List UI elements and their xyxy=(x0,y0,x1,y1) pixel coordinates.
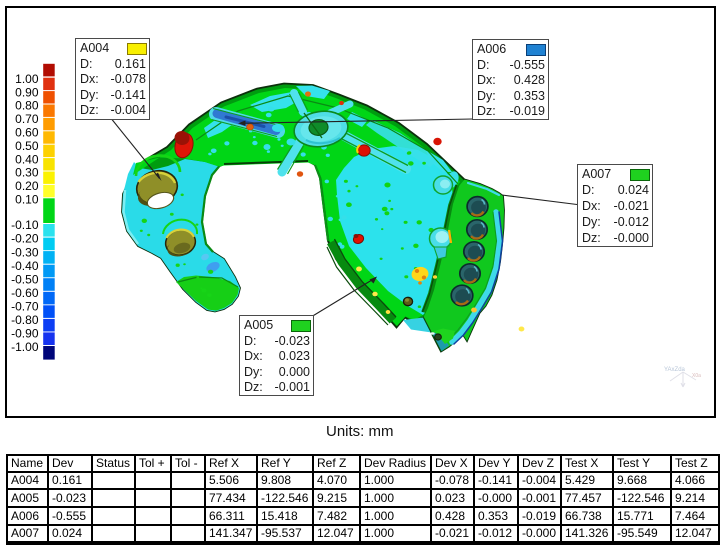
svg-text:0.50: 0.50 xyxy=(15,139,39,153)
svg-text:-0.30: -0.30 xyxy=(11,245,39,259)
svg-text:-0.10: -0.10 xyxy=(11,218,39,232)
svg-text:-0.50: -0.50 xyxy=(11,272,39,286)
svg-text:X0a: X0a xyxy=(692,373,701,379)
svg-text:-0.60: -0.60 xyxy=(11,286,39,300)
svg-text:0.40: 0.40 xyxy=(15,152,39,166)
svg-text:-0.90: -0.90 xyxy=(11,327,39,341)
svg-text:-0.40: -0.40 xyxy=(11,259,39,273)
svg-text:-0.80: -0.80 xyxy=(11,313,39,327)
svg-text:-0.70: -0.70 xyxy=(11,300,39,314)
svg-text:0.60: 0.60 xyxy=(15,126,39,140)
svg-text:0.70: 0.70 xyxy=(15,112,39,126)
svg-text:0.20: 0.20 xyxy=(15,179,39,193)
svg-text:0.80: 0.80 xyxy=(15,99,39,113)
svg-text:1.00: 1.00 xyxy=(15,72,39,86)
svg-text:0.90: 0.90 xyxy=(15,85,39,99)
svg-text:0.30: 0.30 xyxy=(15,166,39,180)
svg-text:-0.20: -0.20 xyxy=(11,232,39,246)
svg-text:YAxZda: YAxZda xyxy=(664,367,686,373)
svg-text:0.10: 0.10 xyxy=(15,193,39,207)
svg-text:-1.00: -1.00 xyxy=(11,340,39,354)
